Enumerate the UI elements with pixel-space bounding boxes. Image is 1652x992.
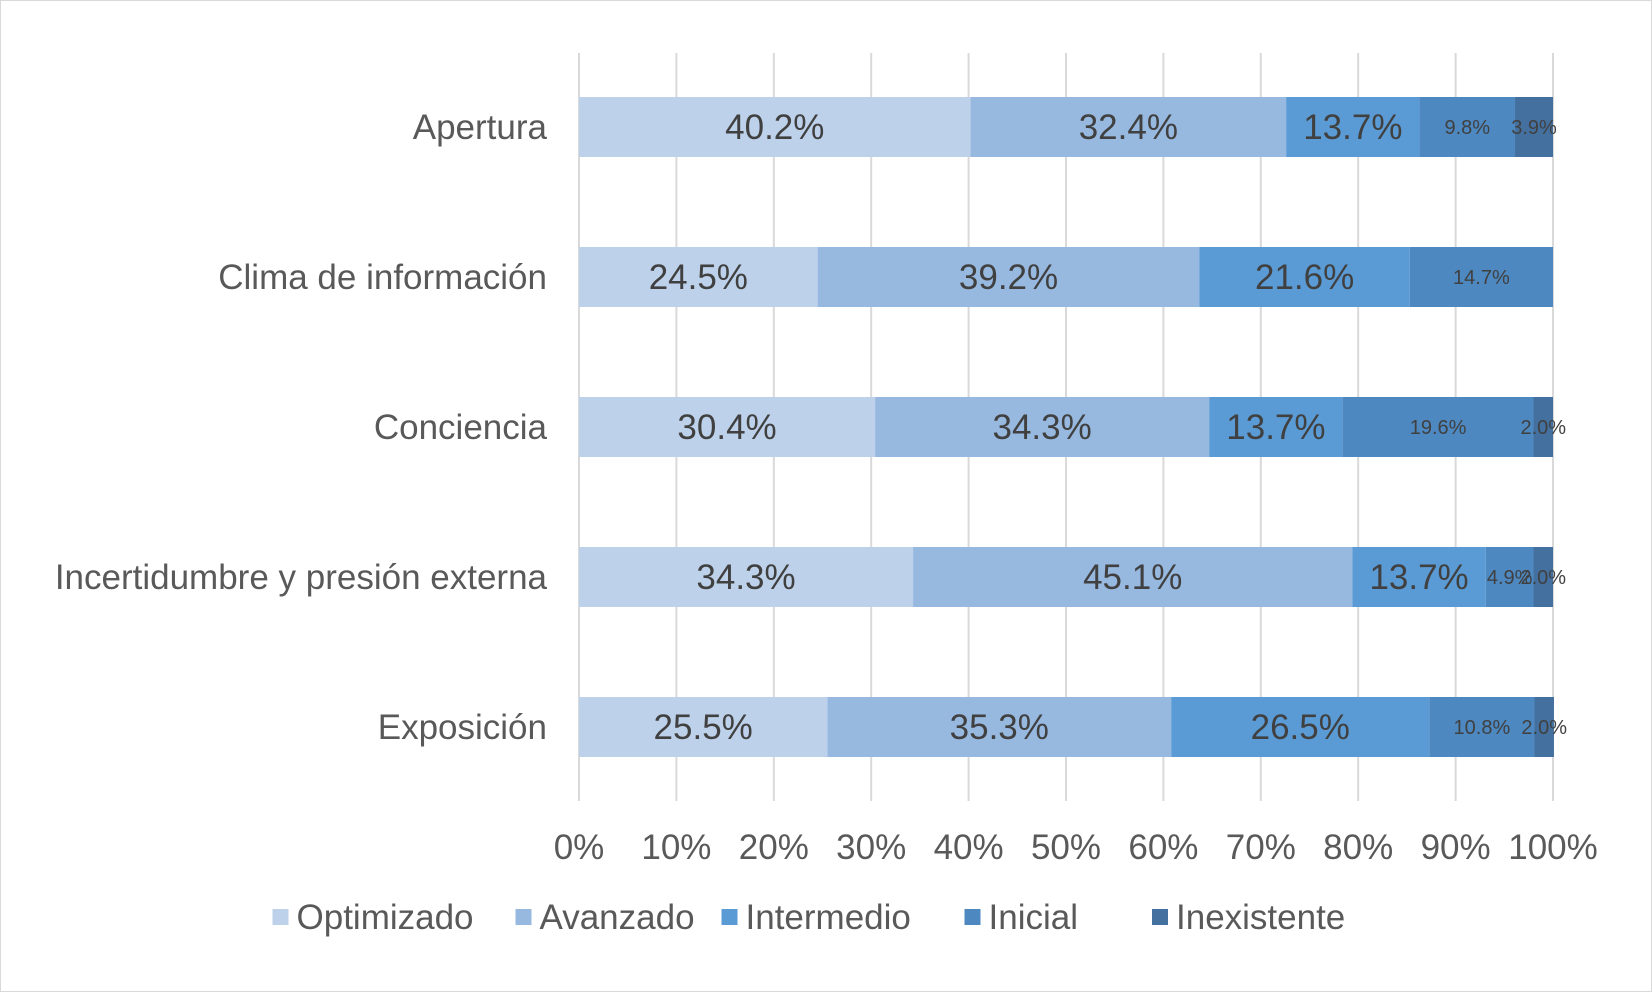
data-label-inicial-exposicion: 10.8% (1454, 717, 1511, 739)
bar-inicial-apertura (1419, 97, 1516, 157)
data-label-inicial-incertidumbre-y-presion-externa: 4.9% (1487, 567, 1533, 589)
data-label-avanzado-clima-de-informacion: 39.2% (959, 258, 1058, 297)
data-label-optimizado-incertidumbre-y-presion-externa: 34.3% (696, 558, 795, 597)
legend-swatch-inexistente (1152, 909, 1168, 925)
bar-intermedio-conciencia (1209, 397, 1343, 457)
data-label-inexistente-conciencia: 2.0% (1520, 417, 1566, 439)
data-label-avanzado-incertidumbre-y-presion-externa: 45.1% (1083, 558, 1182, 597)
data-label-intermedio-exposicion: 26.5% (1251, 708, 1350, 747)
legend-swatch-optimizado (272, 909, 289, 925)
category-label-clima-de-informacion: Clima de información (218, 258, 547, 297)
data-label-intermedio-apertura: 13.7% (1303, 108, 1402, 147)
bar-inexistente-exposicion (1534, 697, 1554, 757)
bar-optimizado-conciencia (579, 397, 876, 457)
legend-label-optimizado: Optimizado (297, 898, 474, 937)
category-label-apertura: Apertura (413, 108, 548, 147)
category-label-exposicion: Exposición (378, 708, 547, 747)
x-tick-label: 80% (1323, 828, 1393, 867)
data-label-optimizado-conciencia: 30.4% (677, 408, 776, 447)
data-label-intermedio-incertidumbre-y-presion-externa: 13.7% (1369, 558, 1468, 597)
x-tick-label: 100% (1508, 828, 1598, 867)
bar-inexistente-apertura (1515, 97, 1553, 157)
x-tick-label: 30% (836, 828, 906, 867)
x-tick-label: 50% (1031, 828, 1101, 867)
bar-inexistente-incertidumbre-y-presion-externa (1533, 547, 1553, 607)
data-labels: 40.2% 32.4% 13.7% 9.8% 3.9% 24.5% 39.2% 21.6% 14… (649, 108, 1568, 747)
data-label-avanzado-exposicion: 35.3% (950, 708, 1049, 747)
data-label-avanzado-conciencia: 34.3% (993, 408, 1092, 447)
bar-optimizado-clima-de-informacion (579, 247, 818, 307)
x-tick-label: 10% (641, 828, 711, 867)
bar-inexistente-conciencia (1533, 397, 1553, 457)
legend-swatch-inicial (964, 909, 981, 925)
category-axis: Apertura Clima de información Conciencia In… (55, 108, 548, 747)
legend-label-inicial: Inicial (989, 898, 1078, 937)
bar-intermedio-clima-de-informacion (1199, 247, 1410, 307)
bar-avanzado-incertidumbre-y-presion-externa (913, 547, 1353, 607)
bar-optimizado-apertura (579, 97, 971, 157)
data-label-intermedio-conciencia: 13.7% (1226, 408, 1325, 447)
data-label-optimizado-clima-de-informacion: 24.5% (649, 258, 748, 297)
x-tick-label: 70% (1226, 828, 1296, 867)
data-label-inexistente-incertidumbre-y-presion-externa: 2.0% (1520, 567, 1566, 589)
bar-optimizado-exposicion (579, 697, 828, 757)
x-tick-label: 20% (739, 828, 809, 867)
legend-swatch-intermedio (721, 909, 738, 925)
bar-avanzado-clima-de-informacion (817, 247, 1200, 307)
legend-label-avanzado: Avanzado (540, 898, 695, 937)
bar-intermedio-exposicion (1171, 697, 1430, 757)
bar-optimizado-incertidumbre-y-presion-externa (579, 547, 914, 607)
data-label-intermedio-clima-de-informacion: 21.6% (1255, 258, 1354, 297)
data-label-optimizado-apertura: 40.2% (725, 108, 824, 147)
bar-inicial-clima-de-informacion (1409, 247, 1553, 307)
data-label-avanzado-apertura: 32.4% (1079, 108, 1178, 147)
x-tick-label: 40% (934, 828, 1004, 867)
category-label-incertidumbre-y-presion-externa: Incertidumbre y presión externa (55, 558, 548, 597)
bar-avanzado-exposicion (827, 697, 1172, 757)
x-tick-label: 60% (1128, 828, 1198, 867)
data-label-optimizado-exposicion: 25.5% (654, 708, 753, 747)
bar-inicial-incertidumbre-y-presion-externa (1485, 547, 1534, 607)
data-label-inicial-clima-de-informacion: 14.7% (1453, 267, 1510, 289)
bar-inicial-conciencia (1342, 397, 1534, 457)
legend: Optimizado Avanzado Intermedio Inicial Inexi… (272, 898, 1345, 937)
data-label-inexistente-apertura: 3.9% (1511, 117, 1557, 139)
bar-avanzado-conciencia (875, 397, 1210, 457)
legend-label-inexistente: Inexistente (1176, 898, 1345, 937)
bars (579, 97, 1554, 757)
legend-label-intermedio: Intermedio (746, 898, 911, 937)
data-label-inicial-apertura: 9.8% (1444, 117, 1490, 139)
x-tick-label: 90% (1421, 828, 1491, 867)
value-axis: 0% 10% 20% 30% 40% 50% 60% 70% 80% 90% 100% (554, 828, 1598, 867)
legend-swatch-avanzado (515, 909, 532, 925)
bar-inicial-exposicion (1429, 697, 1535, 757)
data-label-inicial-conciencia: 19.6% (1410, 417, 1467, 439)
bar-intermedio-apertura (1286, 97, 1420, 157)
category-label-conciencia: Conciencia (374, 408, 548, 447)
bar-intermedio-incertidumbre-y-presion-externa (1352, 547, 1486, 607)
bar-avanzado-apertura (970, 97, 1287, 157)
x-tick-label: 0% (554, 828, 605, 867)
data-label-inexistente-exposicion: 2.0% (1521, 717, 1567, 739)
